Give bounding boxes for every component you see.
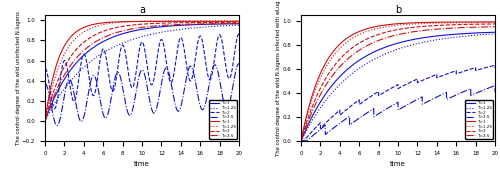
Y-axis label: The control degree of the wild N.lugens infected with wLug: The control degree of the wild N.lugens … xyxy=(276,1,281,156)
Legend: T=1, T=1.25, T=2, T=2.5, T=1, T=1.25, T=2, T=2.5: T=1, T=1.25, T=2, T=2.5, T=1, T=1.25, T=… xyxy=(209,100,237,139)
X-axis label: time: time xyxy=(134,161,150,167)
Title: b: b xyxy=(395,5,401,14)
Title: a: a xyxy=(139,5,145,14)
X-axis label: time: time xyxy=(390,161,406,167)
Y-axis label: The control degree of the wild uninfected N.lugens: The control degree of the wild uninfecte… xyxy=(16,11,20,145)
Legend: T=1, T=1.25, T=2, T=2.5, T=1, T=1.25, T=2, T=2.5: T=1, T=1.25, T=2, T=2.5, T=1, T=1.25, T=… xyxy=(465,100,493,139)
